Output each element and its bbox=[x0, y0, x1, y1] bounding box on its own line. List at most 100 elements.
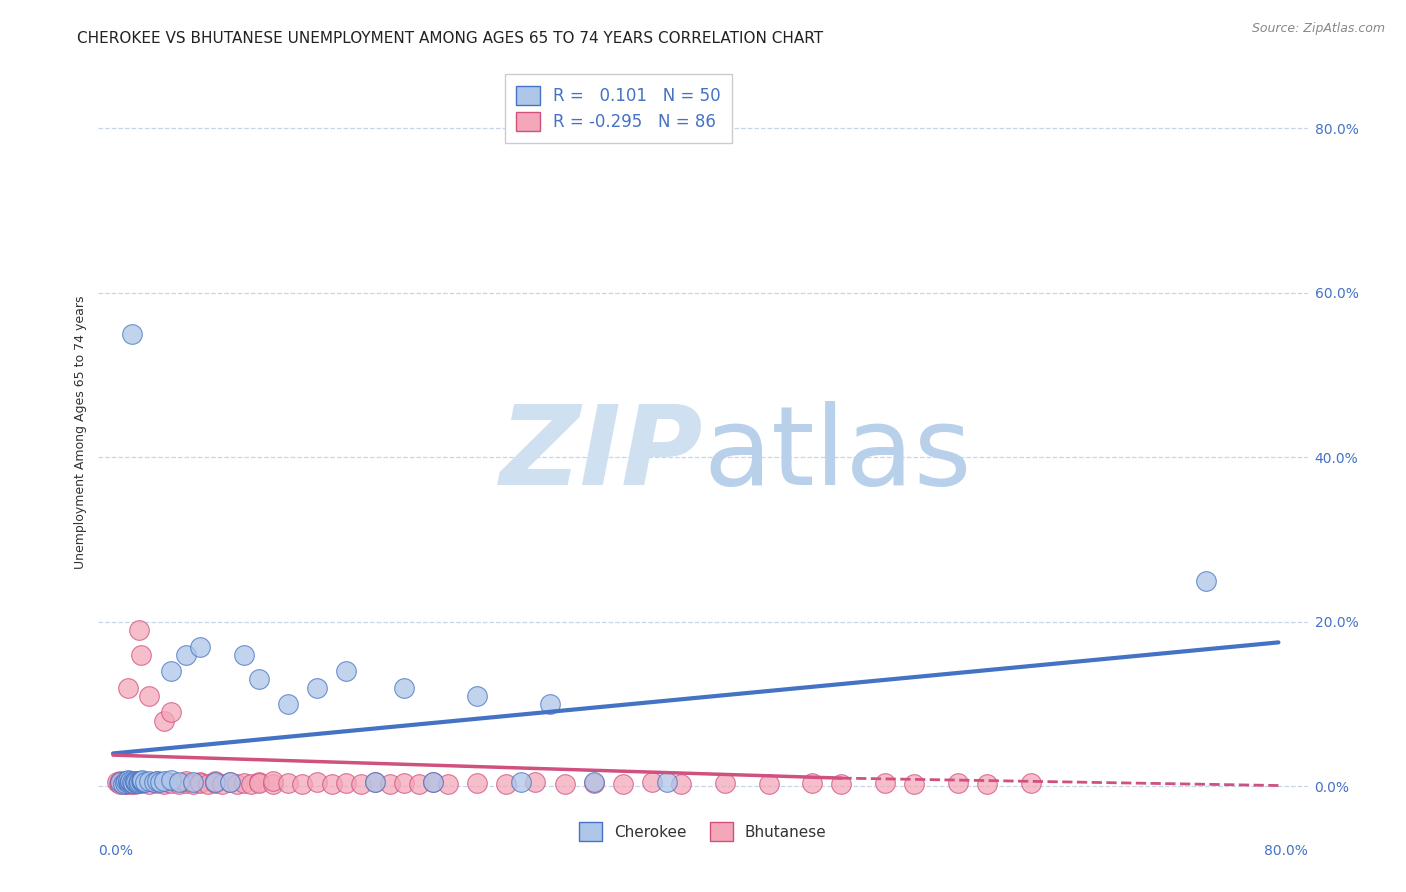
Point bbox=[190, 640, 212, 654]
Point bbox=[128, 623, 150, 637]
Point bbox=[277, 697, 299, 711]
Point bbox=[112, 777, 135, 791]
Point bbox=[145, 774, 167, 789]
Text: 0.0%: 0.0% bbox=[98, 844, 134, 857]
Point bbox=[131, 774, 153, 789]
Point bbox=[129, 648, 152, 662]
Point bbox=[240, 777, 263, 791]
Point bbox=[291, 777, 314, 791]
Point bbox=[1194, 574, 1216, 588]
Point bbox=[138, 689, 160, 703]
Point bbox=[321, 777, 343, 791]
Point bbox=[946, 776, 969, 790]
Point bbox=[108, 776, 131, 790]
Point bbox=[134, 775, 156, 789]
Point bbox=[350, 777, 373, 791]
Point bbox=[121, 775, 143, 789]
Text: ZIP: ZIP bbox=[499, 401, 703, 508]
Point bbox=[125, 775, 148, 789]
Point bbox=[117, 777, 139, 791]
Point bbox=[218, 775, 240, 789]
Point bbox=[174, 776, 197, 790]
Point bbox=[364, 775, 387, 789]
Point bbox=[153, 777, 176, 791]
Point bbox=[124, 776, 146, 790]
Point bbox=[277, 776, 299, 790]
Point bbox=[903, 777, 925, 791]
Point bbox=[142, 775, 165, 789]
Point bbox=[582, 775, 605, 789]
Point bbox=[117, 772, 139, 787]
Point bbox=[394, 776, 416, 790]
Point bbox=[110, 775, 132, 789]
Point bbox=[160, 664, 183, 678]
Text: 80.0%: 80.0% bbox=[1264, 844, 1308, 857]
Point bbox=[204, 774, 226, 789]
Point bbox=[422, 775, 444, 789]
Point bbox=[181, 777, 204, 791]
Point bbox=[112, 776, 135, 790]
Point bbox=[641, 775, 664, 789]
Point bbox=[364, 775, 387, 789]
Point bbox=[174, 774, 197, 789]
Point bbox=[138, 774, 160, 789]
Point bbox=[408, 777, 430, 791]
Point bbox=[142, 775, 165, 789]
Point bbox=[117, 773, 139, 788]
Point bbox=[153, 774, 176, 789]
Point bbox=[976, 777, 998, 791]
Point bbox=[131, 775, 153, 789]
Point bbox=[655, 775, 678, 789]
Point bbox=[115, 774, 138, 789]
Point bbox=[225, 777, 247, 791]
Point bbox=[125, 775, 148, 789]
Point bbox=[204, 776, 226, 790]
Point bbox=[160, 776, 183, 790]
Point bbox=[394, 681, 416, 695]
Point bbox=[160, 706, 183, 720]
Point bbox=[669, 777, 692, 791]
Point bbox=[127, 776, 149, 790]
Point bbox=[335, 776, 357, 790]
Point bbox=[105, 775, 128, 789]
Point bbox=[495, 777, 517, 791]
Point bbox=[124, 774, 146, 789]
Point bbox=[211, 777, 233, 791]
Point bbox=[117, 775, 139, 789]
Point bbox=[129, 773, 152, 788]
Y-axis label: Unemployment Among Ages 65 to 74 years: Unemployment Among Ages 65 to 74 years bbox=[75, 296, 87, 569]
Point bbox=[233, 776, 256, 790]
Point bbox=[122, 776, 145, 790]
Point bbox=[181, 775, 204, 789]
Point bbox=[247, 776, 270, 790]
Point bbox=[830, 777, 852, 791]
Point bbox=[875, 776, 897, 790]
Point bbox=[437, 777, 460, 791]
Point bbox=[190, 775, 212, 789]
Point bbox=[134, 775, 156, 789]
Point bbox=[190, 776, 212, 790]
Point bbox=[110, 777, 132, 791]
Point bbox=[138, 777, 160, 791]
Point bbox=[114, 774, 136, 789]
Point bbox=[204, 775, 226, 789]
Point bbox=[153, 714, 176, 728]
Point bbox=[305, 681, 328, 695]
Point bbox=[465, 776, 488, 790]
Point bbox=[197, 777, 219, 791]
Legend: Cherokee, Bhutanese: Cherokee, Bhutanese bbox=[574, 816, 832, 847]
Point bbox=[218, 775, 240, 789]
Point bbox=[167, 775, 190, 789]
Point bbox=[118, 776, 141, 790]
Point bbox=[131, 772, 153, 787]
Point bbox=[117, 776, 139, 790]
Point bbox=[110, 774, 132, 789]
Point bbox=[538, 697, 561, 711]
Point bbox=[554, 777, 576, 791]
Point bbox=[124, 775, 146, 789]
Point bbox=[145, 776, 167, 790]
Point bbox=[118, 775, 141, 789]
Point bbox=[121, 777, 143, 791]
Point bbox=[509, 775, 531, 789]
Point bbox=[145, 773, 167, 788]
